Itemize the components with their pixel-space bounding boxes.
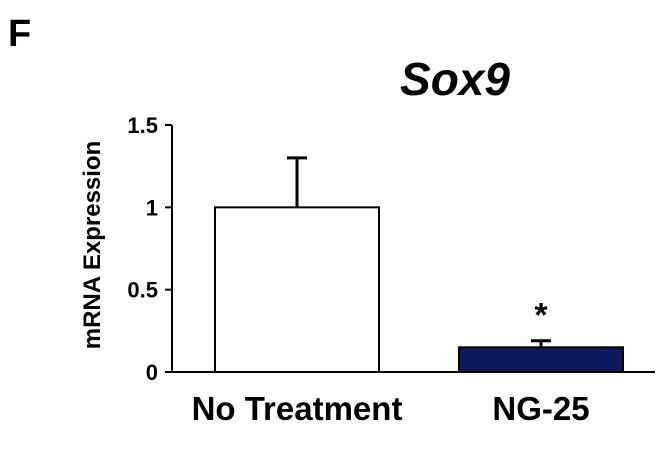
y-tick-label: 0.5 <box>127 278 158 303</box>
significance-marker: * <box>534 297 548 335</box>
y-tick-label: 1 <box>146 195 158 220</box>
plot-area: 0 0.5 1 1.5 No Treatment NG-25 * <box>127 113 655 427</box>
bar <box>214 206 380 373</box>
y-tick-label: 0 <box>146 360 158 385</box>
panel-label: F <box>8 13 31 55</box>
y-tick-label: 1.5 <box>127 113 158 138</box>
x-tick-label: NG-25 <box>492 390 589 427</box>
bar <box>458 346 624 373</box>
chart-title: Sox9 <box>400 53 510 105</box>
x-tick-label: No Treatment <box>192 390 403 427</box>
y-axis-label: mRNA Expression <box>79 141 106 350</box>
